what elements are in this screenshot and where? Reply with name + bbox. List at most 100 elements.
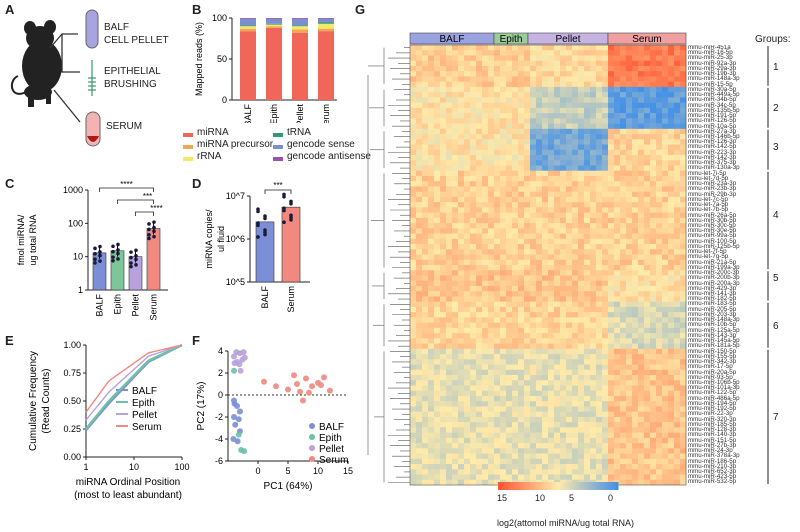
heatmap-cell xyxy=(458,343,465,350)
heatmap-cell xyxy=(656,102,663,109)
heatmap-cell xyxy=(494,380,501,386)
heatmap-cell xyxy=(644,238,651,245)
heatmap-cell xyxy=(440,196,447,203)
heatmap-cell xyxy=(548,306,555,313)
heatmap-cell xyxy=(560,86,567,93)
heatmap-cell xyxy=(410,343,417,350)
heatmap-cell xyxy=(542,338,549,344)
heatmap-cell xyxy=(440,275,447,282)
heatmap-cell xyxy=(566,275,573,282)
heatmap-cell xyxy=(566,259,573,266)
heatmap-cell xyxy=(596,107,603,114)
b-bar-segment xyxy=(240,26,256,29)
heatmap-cell xyxy=(638,479,645,486)
d-x-tick-label: BALF xyxy=(260,286,270,309)
heatmap-cell xyxy=(614,113,621,119)
heatmap-cell xyxy=(668,327,675,334)
heatmap-cell xyxy=(428,244,435,250)
heatmap-cell xyxy=(656,427,663,433)
d-y-tick-label: 10^5 xyxy=(226,277,245,287)
heatmap-cell xyxy=(428,212,435,219)
heatmap-cell xyxy=(602,186,609,192)
heatmap-cell xyxy=(566,265,573,271)
heatmap-cell xyxy=(626,92,633,98)
heatmap-cell xyxy=(614,364,621,371)
heatmap-cell xyxy=(674,128,681,135)
panel-label-a: A xyxy=(5,2,15,17)
heatmap-cell xyxy=(620,390,627,397)
heatmap-cell xyxy=(422,92,429,98)
heatmap-cell xyxy=(482,385,489,392)
heatmap-cell xyxy=(476,280,483,287)
heatmap-cell xyxy=(446,458,453,465)
heatmap-cell xyxy=(674,432,681,439)
heatmap-cell xyxy=(572,134,579,140)
heatmap-cell xyxy=(512,390,519,397)
colorbar-segment xyxy=(526,482,529,490)
heatmap-cell xyxy=(452,285,459,292)
heatmap-cell xyxy=(476,270,483,276)
heatmap-cell xyxy=(506,217,513,224)
heatmap-cell xyxy=(548,175,555,182)
heatmap-cell xyxy=(434,50,441,56)
heatmap-cell xyxy=(482,139,489,145)
heatmap-cell xyxy=(506,380,513,386)
heatmap-cell xyxy=(464,427,471,433)
heatmap-cell xyxy=(446,170,453,177)
heatmap-cell xyxy=(488,406,495,412)
heatmap-cell xyxy=(680,285,687,292)
heatmap-cell xyxy=(620,123,627,130)
heatmap-cell xyxy=(542,118,549,124)
heatmap-cell xyxy=(596,217,603,224)
heatmap-cell xyxy=(626,170,633,177)
heatmap-cell xyxy=(506,76,513,82)
heatmap-cell xyxy=(614,118,621,124)
b-bar-segment xyxy=(266,27,282,101)
d-y-tick-label: 10^7 xyxy=(226,191,245,201)
heatmap-cell xyxy=(440,464,447,470)
heatmap-cell xyxy=(434,479,441,486)
heatmap-cell xyxy=(614,285,621,292)
heatmap-cell xyxy=(644,464,651,470)
heatmap-cell xyxy=(656,202,663,208)
label-serum: SERUM xyxy=(106,121,143,132)
heatmap-cell xyxy=(566,186,573,192)
heatmap-cell xyxy=(554,207,561,213)
heatmap-cell xyxy=(536,306,543,313)
heatmap-cell xyxy=(494,343,501,350)
heatmap-cell xyxy=(440,149,447,156)
heatmap-cell xyxy=(614,343,621,350)
b-bar-segment xyxy=(292,32,308,100)
colorbar-segment xyxy=(530,482,533,490)
colorbar-segment xyxy=(500,482,503,490)
heatmap-cell xyxy=(488,191,495,198)
heatmap-cell xyxy=(530,390,537,397)
heatmap-cell xyxy=(482,233,489,240)
heatmap-cell xyxy=(590,474,597,481)
heatmap-cell xyxy=(518,469,525,475)
balf-tube-icon xyxy=(85,9,99,49)
heatmap-cell xyxy=(584,427,591,433)
heatmap-cell xyxy=(434,317,441,323)
heatmap-cell xyxy=(548,333,555,339)
heatmap-cell xyxy=(668,296,675,302)
heatmap-cell xyxy=(518,359,525,365)
heatmap-cell xyxy=(614,270,621,276)
heatmap-cell xyxy=(446,97,453,103)
heatmap-cell xyxy=(416,285,423,292)
heatmap-cell xyxy=(554,81,561,88)
heatmap-cell xyxy=(434,113,441,119)
heatmap-row-label: mmu-miR-99a-5p xyxy=(688,232,737,240)
heatmap-cell xyxy=(638,128,645,135)
heatmap-row-label: mmu-miR-150-5p xyxy=(688,347,737,355)
heatmap-cell xyxy=(578,249,585,255)
heatmap-cell xyxy=(530,155,537,161)
heatmap-cell xyxy=(416,165,423,172)
heatmap-cell xyxy=(608,333,615,339)
heatmap-cell xyxy=(524,401,531,407)
heatmap-cell xyxy=(416,71,423,77)
heatmap-cell xyxy=(614,97,621,103)
heatmap-cell xyxy=(596,458,603,465)
heatmap-cell xyxy=(614,202,621,208)
heatmap-row-label: mmu-miR-142-5p xyxy=(688,143,737,151)
